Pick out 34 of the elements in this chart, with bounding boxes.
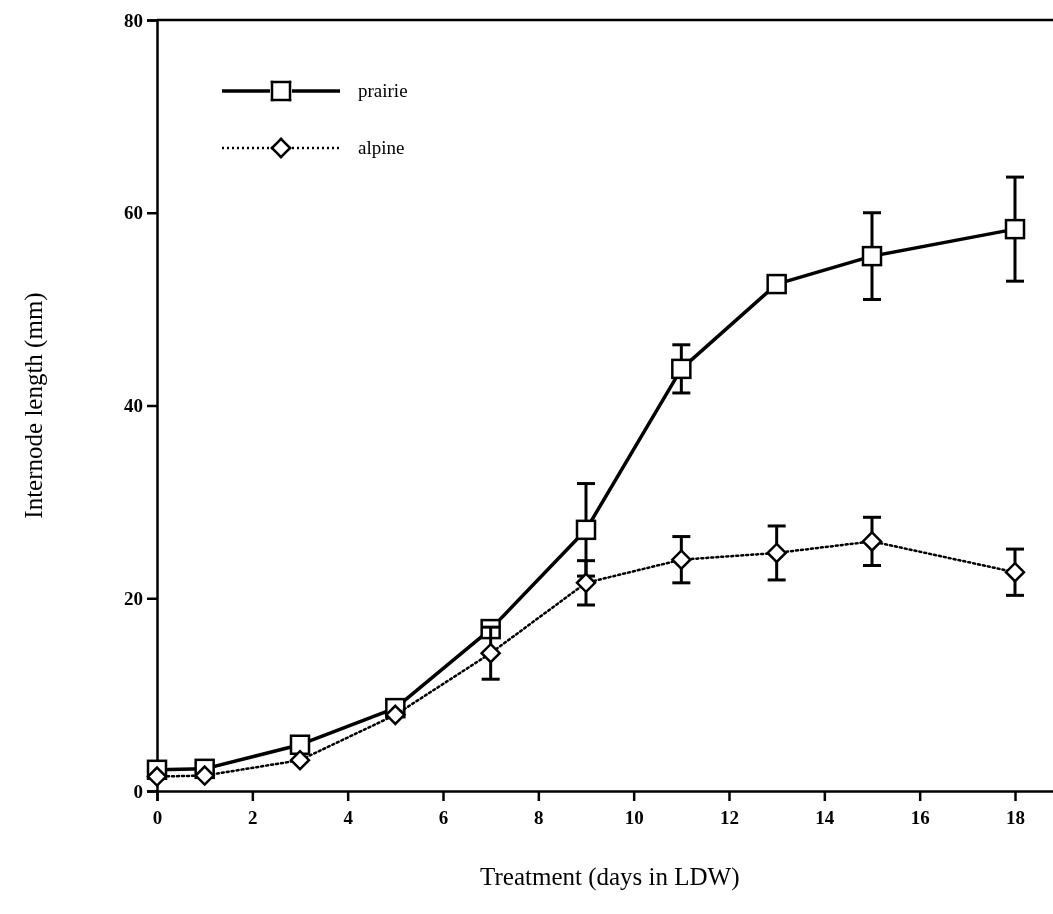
x-tick-label: 2 — [248, 807, 258, 829]
y-tick-label: 60 — [124, 202, 143, 224]
y-tick-label: 0 — [133, 780, 143, 802]
point — [671, 549, 692, 570]
y-axis-title: Internode length (mm) — [20, 292, 48, 519]
point — [480, 642, 501, 664]
x-tick-label: 6 — [438, 807, 449, 829]
x-tick-label: 14 — [815, 807, 835, 829]
point — [575, 519, 597, 541]
point — [385, 704, 406, 726]
point — [766, 273, 787, 295]
point — [1004, 218, 1026, 240]
x-tick-label: 12 — [720, 807, 739, 829]
point — [289, 734, 311, 755]
y-tick-label: 20 — [124, 587, 143, 609]
x-tick-label: 4 — [343, 807, 354, 829]
x-tick-label: 18 — [1006, 807, 1025, 829]
point — [861, 245, 883, 267]
y-tick-label: 80 — [124, 9, 143, 31]
point — [146, 766, 168, 787]
point — [194, 765, 215, 786]
point — [766, 542, 787, 564]
point — [671, 358, 692, 380]
x-tick-label: 8 — [534, 807, 544, 829]
legend-label: prairie — [358, 80, 408, 101]
y-tick-label: 40 — [124, 395, 143, 417]
legend-label: alpine — [358, 137, 405, 158]
x-axis-title: Treatment (days in LDW) — [480, 863, 740, 891]
x-tick-label: 0 — [152, 807, 163, 829]
point — [861, 531, 883, 552]
x-tick-label: 16 — [910, 807, 930, 829]
x-tick-label: 10 — [624, 807, 644, 829]
point — [1004, 561, 1026, 583]
point — [575, 572, 597, 594]
